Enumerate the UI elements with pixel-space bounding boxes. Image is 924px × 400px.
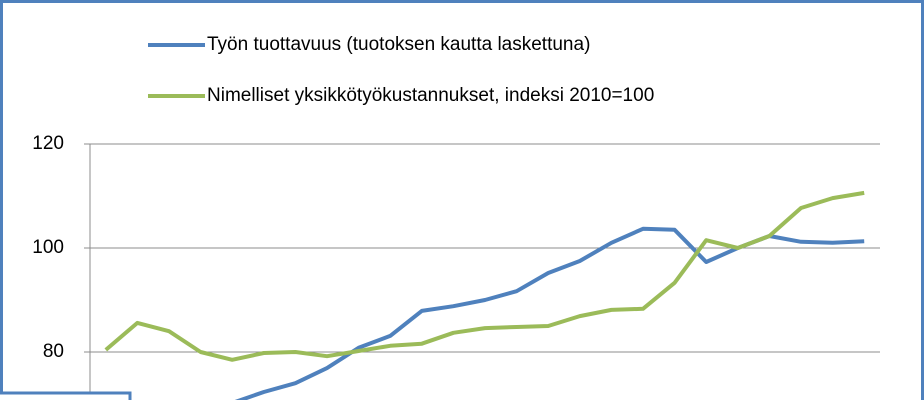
data-line (234, 226, 865, 400)
plot-area: 80 100 120 (32, 133, 880, 400)
y-tick-label: 80 (43, 341, 64, 362)
overlapping-panel (0, 391, 132, 400)
y-tick-label: 120 (32, 133, 64, 154)
data-line (104, 190, 865, 362)
legend-label: Työn tuottavuus (tuotoksen kautta lasket… (207, 34, 590, 55)
legend-label: Nimelliset yksikkötyökustannukset, indek… (207, 85, 654, 106)
y-tick-label: 100 (32, 237, 64, 258)
